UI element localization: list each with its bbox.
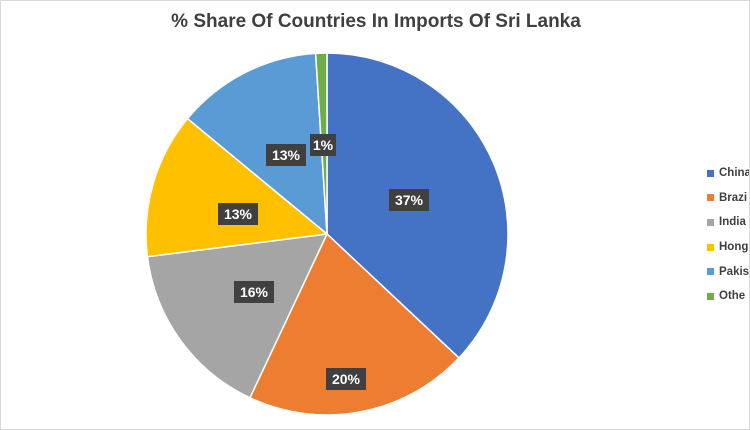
pie-slice-pakistan	[186, 52, 328, 236]
legend-label: Brazi	[719, 191, 748, 204]
data-label-hong-kong: 13%	[218, 203, 258, 225]
data-label-brazil: 20%	[326, 368, 366, 390]
svg-text:13%: 13%	[224, 206, 253, 222]
pie-slice-india	[146, 233, 329, 399]
legend-label: Othe	[719, 290, 746, 303]
legend-swatch	[707, 243, 714, 251]
legend-label: Pakis	[719, 265, 750, 278]
legend-swatch	[707, 169, 714, 177]
legend-item-hong-kong: Hong	[707, 235, 749, 260]
legend-swatch	[707, 268, 714, 276]
legend-item-pakistan: Pakis	[707, 259, 750, 284]
pie-slice-hong-kong	[145, 117, 329, 258]
data-label-china: 37%	[389, 189, 429, 211]
data-label-india: 16%	[234, 281, 274, 303]
svg-text:13%: 13%	[272, 147, 301, 163]
legend-swatch	[707, 218, 714, 226]
legend-item-brazil: Brazi	[707, 186, 749, 211]
legend-item-india: India	[707, 210, 749, 235]
svg-text:1%: 1%	[313, 137, 334, 153]
svg-text:37%: 37%	[395, 192, 424, 208]
legend-swatch	[707, 194, 714, 202]
svg-text:16%: 16%	[240, 284, 269, 300]
legend: China Brazi India Hong Pakis Othe	[707, 161, 750, 309]
data-label-pakistan: 13%	[266, 144, 306, 166]
chart-title: % Share Of Countries In Imports Of Sri L…	[171, 11, 581, 32]
legend-swatch	[707, 292, 714, 300]
svg-text:20%: 20%	[332, 371, 361, 387]
legend-item-others: Othe	[707, 284, 749, 309]
legend-label: Hong	[719, 241, 749, 254]
legend-label: India	[719, 216, 746, 229]
data-label-others: 1%	[310, 134, 336, 156]
legend-label: China	[719, 167, 750, 180]
legend-item-china: China	[707, 161, 750, 186]
pie-slice-brazil	[248, 232, 461, 416]
